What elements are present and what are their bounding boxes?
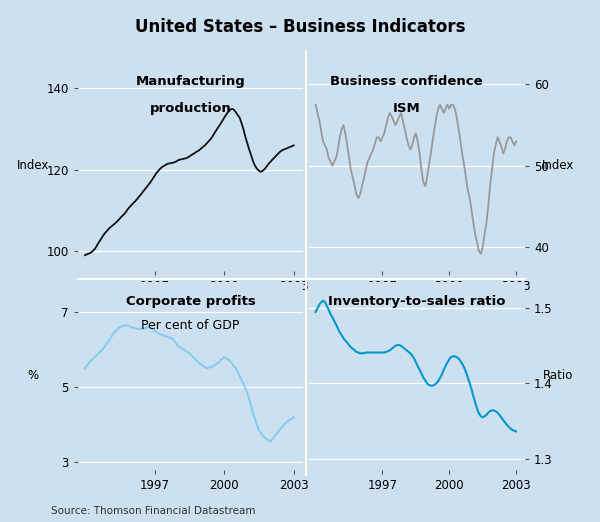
- Text: United States – Business Indicators: United States – Business Indicators: [135, 18, 465, 36]
- Text: Corporate profits: Corporate profits: [125, 295, 256, 308]
- Text: Inventory-to-sales ratio: Inventory-to-sales ratio: [328, 295, 506, 308]
- Text: Business confidence: Business confidence: [330, 75, 482, 88]
- Text: Per cent of GDP: Per cent of GDP: [142, 319, 239, 333]
- Text: Index: Index: [542, 159, 574, 172]
- Text: Source: Thomson Financial Datastream: Source: Thomson Financial Datastream: [51, 506, 256, 516]
- Text: Ratio: Ratio: [543, 370, 573, 382]
- Text: Index: Index: [17, 159, 49, 172]
- Text: ISM: ISM: [392, 102, 420, 115]
- Text: Manufacturing: Manufacturing: [136, 75, 245, 88]
- Text: %: %: [28, 370, 38, 382]
- Text: production: production: [149, 102, 232, 115]
